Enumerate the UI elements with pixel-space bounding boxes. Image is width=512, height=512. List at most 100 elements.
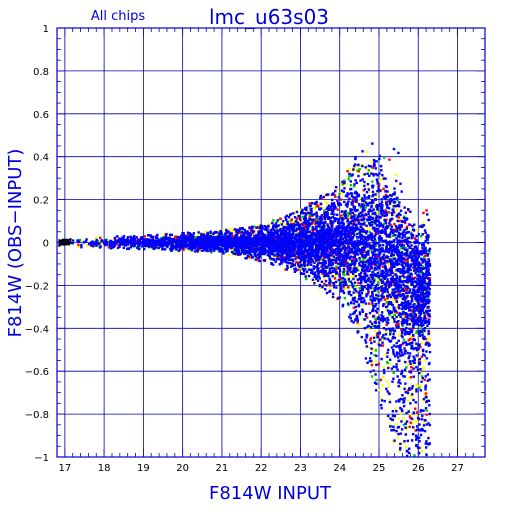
data-point [405,235,408,239]
data-point [312,234,316,238]
data-point [410,297,414,300]
data-point [397,385,400,388]
data-point [365,150,368,154]
data-point [196,250,199,253]
data-point [413,420,416,423]
data-point [364,236,367,239]
data-point [418,370,421,373]
data-point [326,229,330,232]
data-point [319,257,323,261]
data-point [398,217,402,221]
data-point [253,248,256,251]
data-point [291,231,295,234]
data-point [410,234,413,237]
data-point [353,288,356,291]
data-point [385,214,389,217]
data-point [379,298,383,301]
data-point [427,329,430,333]
data-point [386,297,389,300]
data-point [368,218,372,221]
data-point [308,222,311,225]
data-point [306,208,309,211]
data-point [356,219,360,222]
data-point [143,235,147,238]
data-point [392,192,395,196]
data-point [359,211,362,214]
data-point [402,289,406,293]
data-point [346,205,349,208]
data-point [284,260,287,264]
data-point [276,224,280,228]
data-point [182,248,185,251]
data-point [346,216,349,219]
data-point [347,214,350,217]
data-point [158,245,162,248]
data-point [200,249,204,252]
data-point [357,281,360,285]
data-point [393,187,396,190]
data-point [396,228,399,231]
data-point [426,282,430,286]
data-point [353,296,357,300]
data-point [211,236,214,240]
data-point [418,241,421,245]
data-point [391,315,394,319]
data-point [282,227,285,230]
data-point [256,226,259,229]
data-point [402,374,405,378]
data-point [353,219,357,223]
data-point [420,341,423,345]
data-point [258,259,262,263]
data-point [372,158,376,162]
data-point [342,250,345,254]
data-point [289,250,292,254]
data-point [411,396,414,400]
data-point [422,421,426,424]
data-point [386,200,390,203]
data-point [222,248,226,252]
data-point [353,245,356,248]
data-point [168,233,172,236]
data-point [250,225,254,228]
data-point [323,216,326,219]
data-point [352,312,355,315]
data-point [104,243,107,247]
data-point [412,323,415,326]
data-point [379,318,383,321]
data-point [186,231,190,234]
data-point [346,253,349,256]
data-point [116,241,119,244]
data-point [361,266,365,270]
data-point [381,336,384,339]
data-point [80,246,83,249]
data-point [329,240,333,244]
data-point [420,355,423,359]
data-point [350,212,353,215]
data-point [394,407,397,410]
data-point [92,244,95,248]
data-point [164,235,168,238]
data-point [420,293,423,296]
data-point [338,233,342,236]
data-point [398,283,401,286]
data-point [383,298,386,301]
data-point [157,246,160,250]
data-point [421,376,424,380]
data-point [378,323,381,326]
data-point [384,265,387,269]
data-point [421,265,424,268]
data-point [399,446,402,450]
data-point [348,168,351,171]
data-point [302,269,306,273]
data-point [397,305,400,309]
data-point [363,246,366,249]
data-point [413,258,416,261]
data-point [339,279,342,282]
data-point [368,357,372,360]
data-point [411,363,415,367]
data-point [342,232,345,235]
data-point [395,423,398,426]
data-point [337,245,341,248]
data-point [405,428,408,431]
data-point [374,316,377,319]
